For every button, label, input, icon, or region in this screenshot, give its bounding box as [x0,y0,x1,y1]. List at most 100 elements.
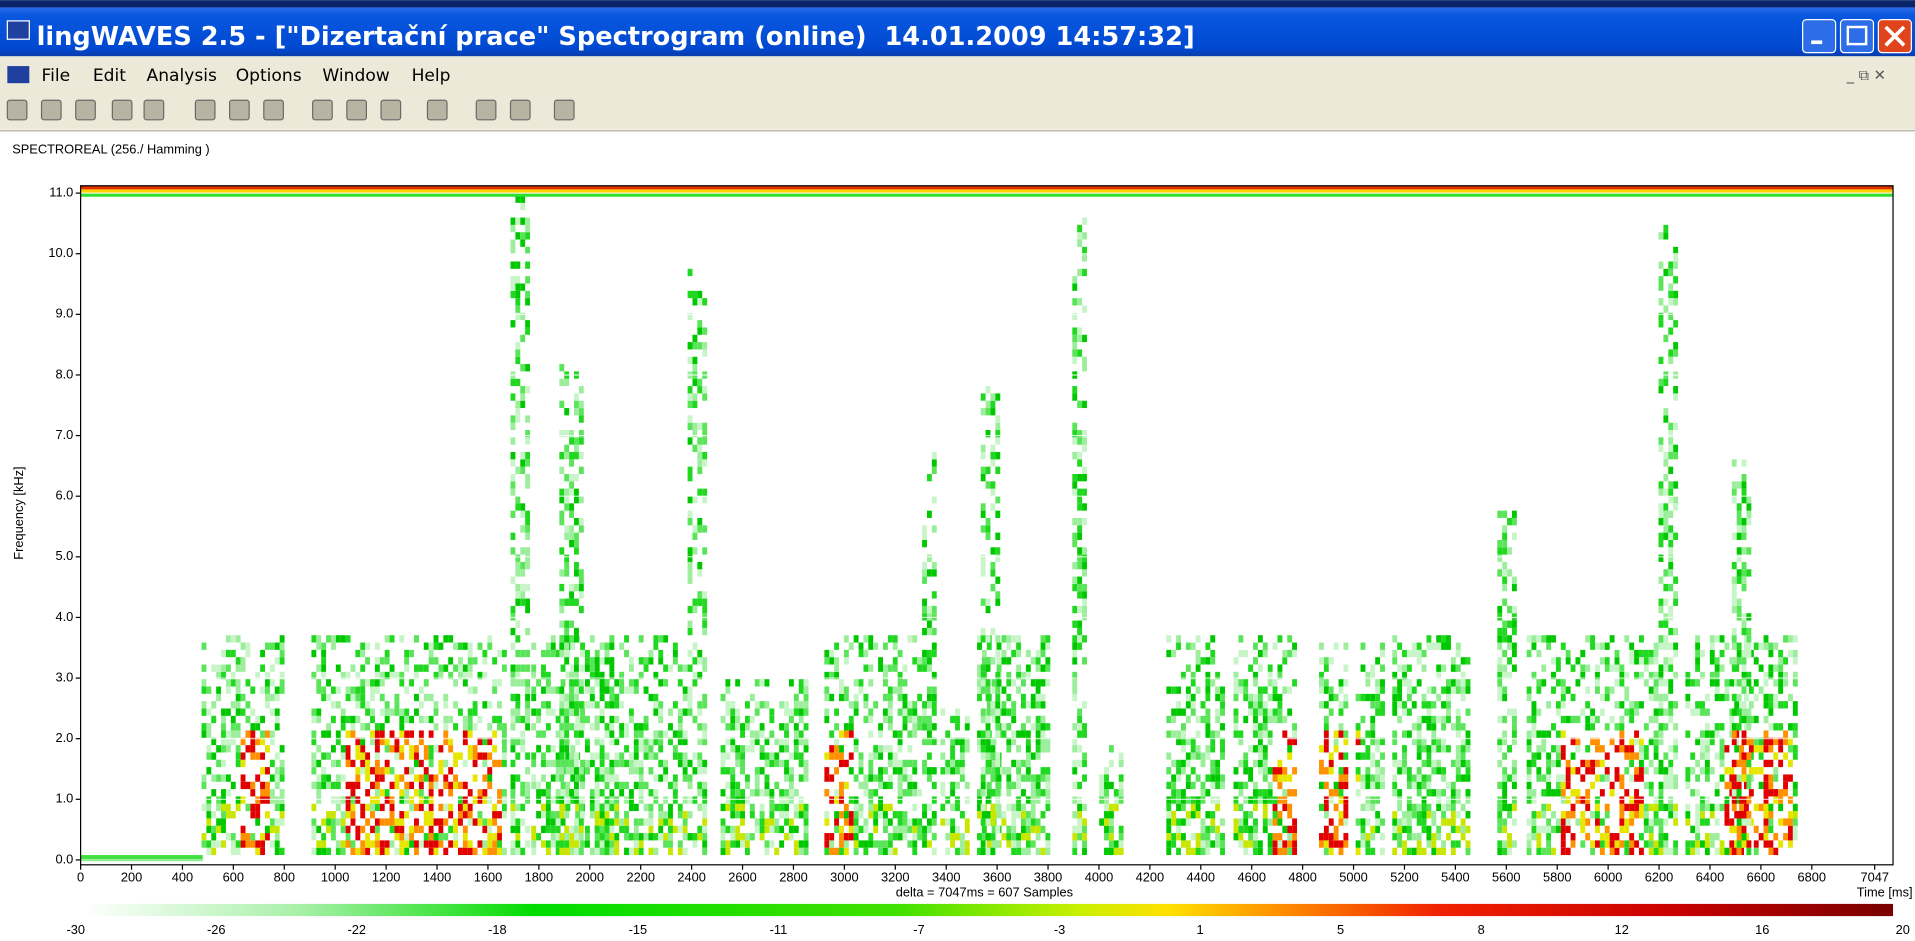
spectral-cell [559,687,564,694]
tool-button[interactable] [476,100,496,120]
tool-button[interactable] [347,100,367,120]
spectral-cell [270,774,275,781]
spectral-cell [692,430,697,437]
spectral-cell [725,687,730,694]
spectral-cell [1710,730,1715,737]
spectral-cell [1732,577,1737,584]
tool-button[interactable] [427,100,447,120]
spectral-cell [525,723,530,730]
spectral-cell [730,840,735,847]
spectral-cell [600,833,605,840]
spectral-cell [1171,708,1176,715]
spectral-cell [1119,782,1124,789]
mdi-controls[interactable]: _ ⧉ ✕ [1846,67,1886,84]
spectral-cell [1768,723,1773,730]
tool-button[interactable] [381,100,401,120]
tool-button[interactable] [195,100,215,120]
spectral-cell [1639,804,1644,811]
spectral-cell [1441,767,1446,774]
spectral-cell [424,767,429,774]
spectral-cell [429,796,434,803]
spectral-cell [1700,650,1705,657]
spectral-cell [1663,708,1668,715]
spectral-cell [575,811,580,818]
menu-item[interactable]: Options [236,66,302,86]
tool-button[interactable] [7,100,27,120]
spectral-cell [1210,826,1215,833]
spectral-cell [990,569,995,576]
spectral-cell [1575,657,1580,664]
tool-button[interactable] [313,100,333,120]
spectral-cell [1705,760,1710,767]
tool-button[interactable] [554,100,574,120]
tool-button[interactable] [42,100,62,120]
menu-item[interactable]: Help [412,66,451,86]
tool-button[interactable] [144,100,164,120]
menu-item[interactable]: Window [322,66,389,86]
menu-item[interactable]: Edit [93,66,126,86]
maximize-button[interactable] [1841,20,1874,53]
spectral-cell [569,694,574,701]
tool-button[interactable] [76,100,96,120]
spectral-cell [658,635,663,642]
spectral-cell [644,804,649,811]
spectral-cell [1205,774,1210,781]
spectral-cell [492,840,497,847]
tool-button[interactable] [511,100,531,120]
spectral-cell [868,833,873,840]
minimize-button[interactable] [1803,20,1836,53]
spectral-cell [1258,701,1263,708]
spectral-cell [981,752,986,759]
spectral-cell [448,789,453,796]
spectral-cell [1417,723,1422,730]
spectral-cell [1793,826,1798,833]
spectral-cell [511,452,516,459]
spectral-cell [399,774,404,781]
spectral-cell [940,782,945,789]
spectral-cell [1277,848,1282,855]
spectral-cell [1253,694,1258,701]
spectral-cell [750,804,755,811]
spectral-cell [511,276,516,283]
spectral-cell [1605,826,1610,833]
tool-button[interactable] [264,100,284,120]
spectral-cell [1737,679,1742,686]
spectral-cell [1441,848,1446,855]
spectral-cell [1551,745,1556,752]
spectral-cell [1273,774,1278,781]
spectral-cell [673,701,678,708]
spectral-cell [221,723,226,730]
tool-button[interactable] [112,100,132,120]
spectral-cell [351,848,356,855]
spectral-cell [1016,804,1021,811]
menu-item[interactable]: File [42,66,71,86]
spectral-cell [898,811,903,818]
spectral-cell [1561,789,1566,796]
spectral-cell [365,708,370,715]
spectral-cell [1754,657,1759,664]
spectral-cell [683,774,688,781]
spectral-cell [1536,840,1541,847]
menu-item[interactable]: Analysis [147,66,217,86]
spectral-cell [1277,796,1282,803]
spectral-cell [907,818,912,825]
spectral-cell [1527,840,1532,847]
spectral-cell [525,452,530,459]
spectral-cell [473,657,478,664]
spectral-cell [834,723,839,730]
spectral-cell [634,826,639,833]
spectral-cell [697,467,702,474]
spectral-cell [1663,782,1668,789]
spectral-cell [634,723,639,730]
spectral-cell [511,283,516,290]
spectral-cell [487,701,492,708]
spectral-cell [1041,789,1046,796]
spectral-cell [986,694,991,701]
spectral-cell [559,723,564,730]
spectral-cell [688,577,693,584]
spectral-cell [1397,665,1402,672]
spectral-cell [1220,833,1225,840]
spectral-cell [1031,701,1036,708]
tool-button[interactable] [230,100,250,120]
spectral-cell [574,445,579,452]
